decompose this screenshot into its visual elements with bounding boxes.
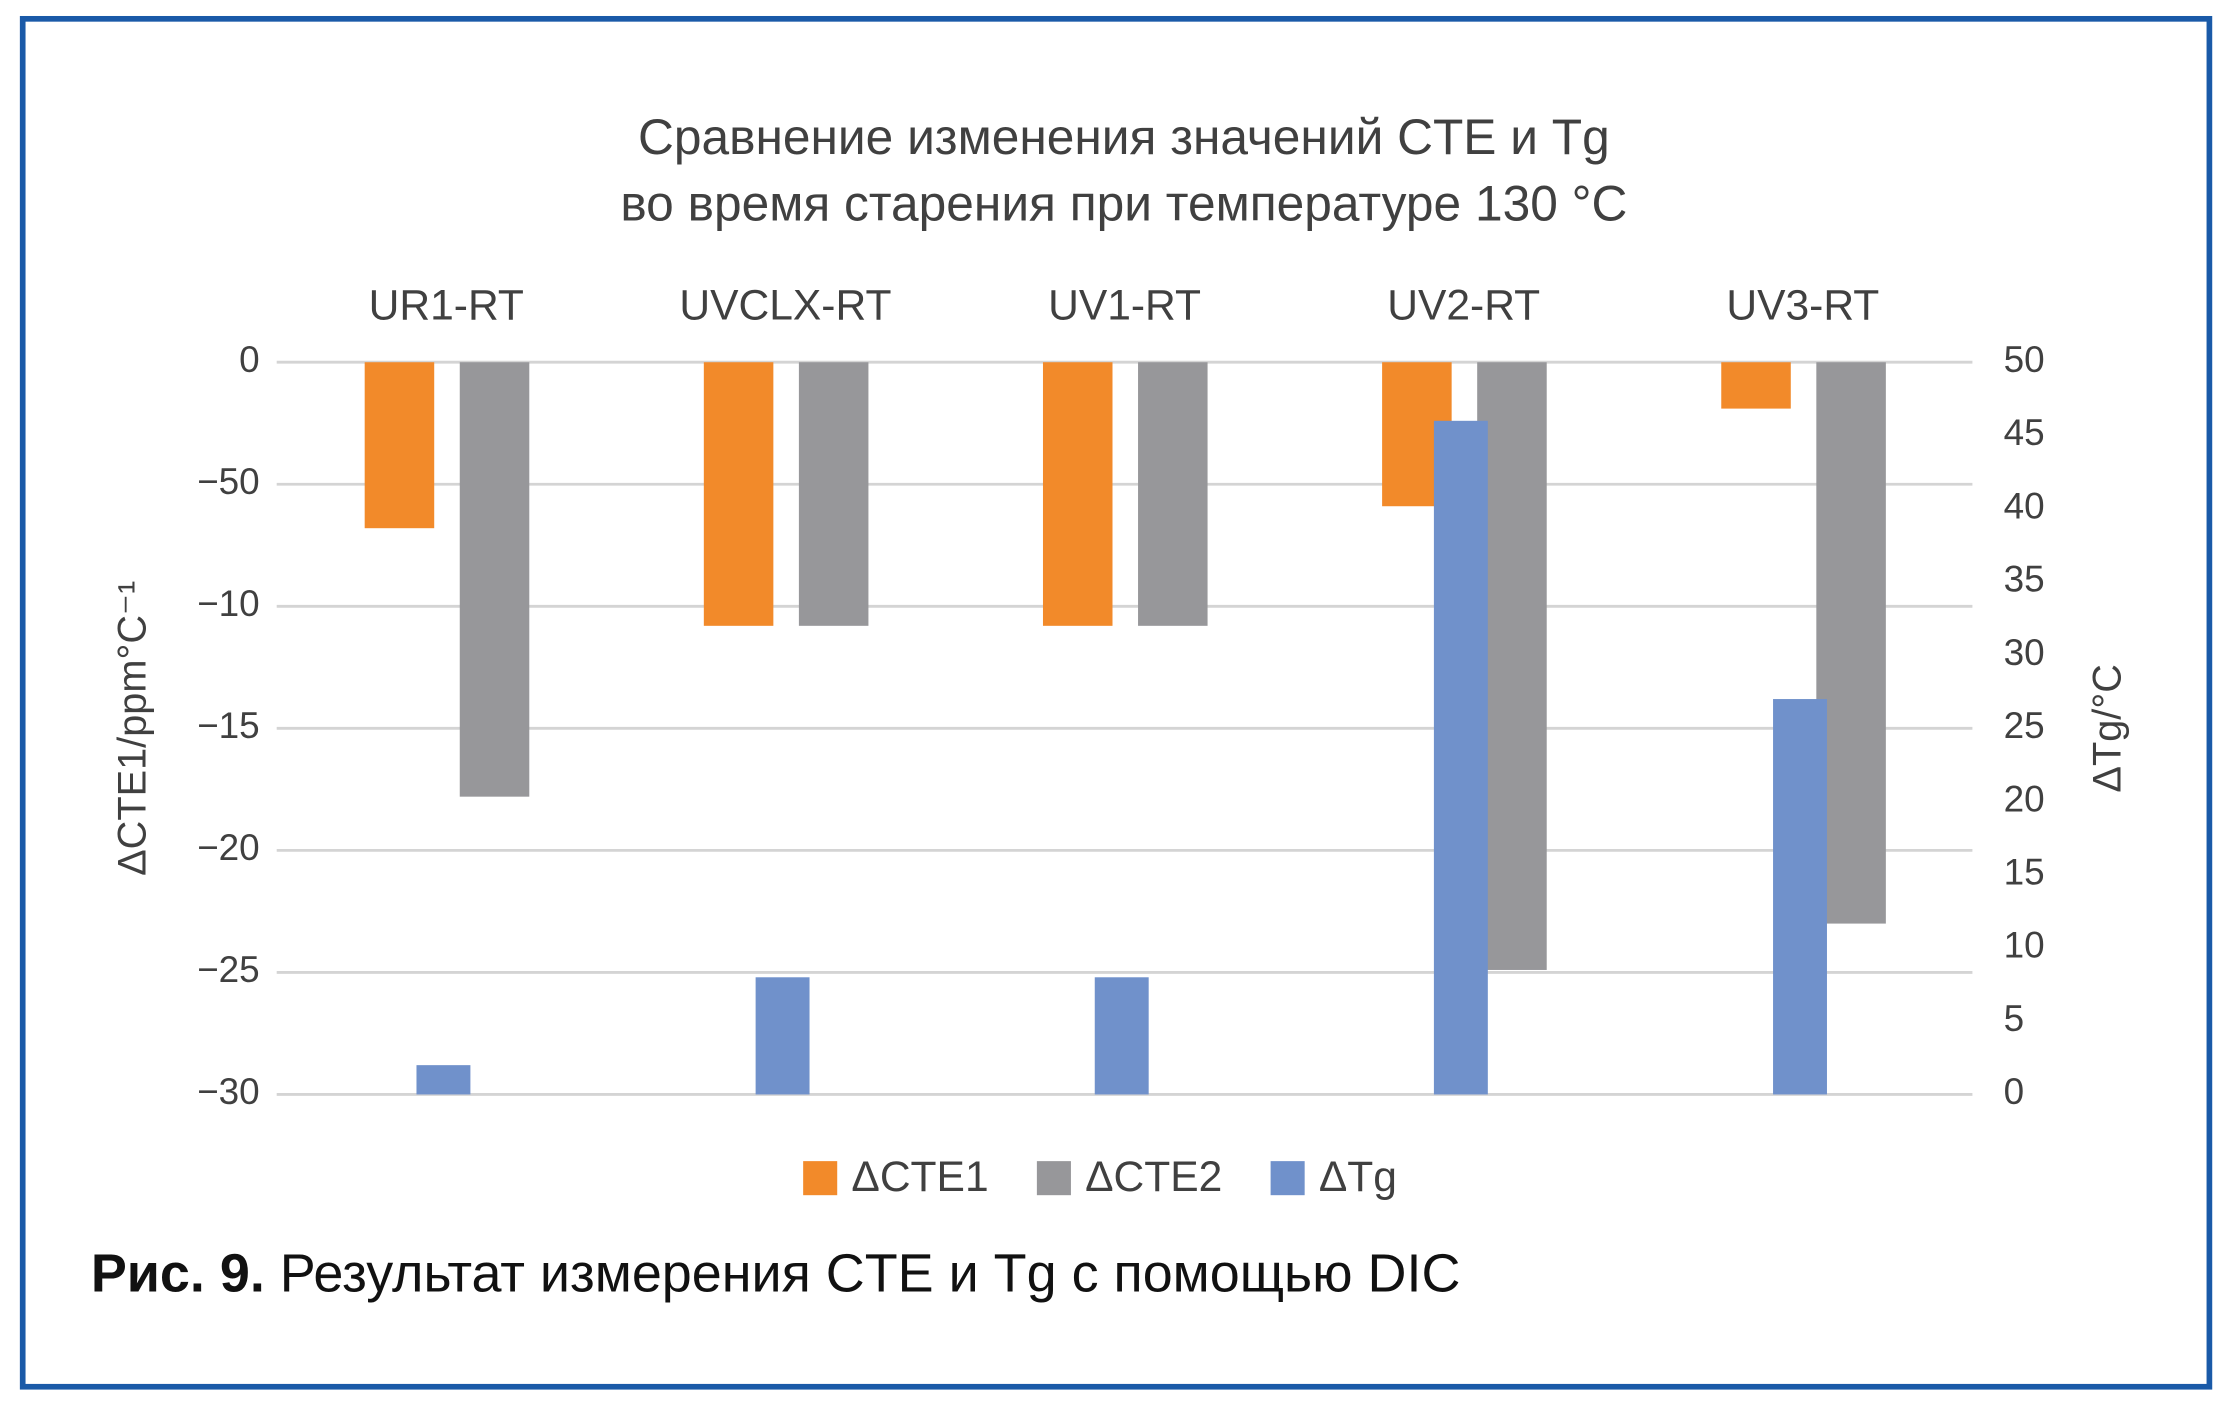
legend-swatch xyxy=(803,1161,838,1196)
chart-title: во время старения при температуре 130 °C xyxy=(620,176,1627,232)
x-tick-label: UR1-RT xyxy=(369,282,524,330)
y2-tick-label: 25 xyxy=(2004,705,2045,746)
y-tick-label: −50 xyxy=(197,461,260,502)
bar xyxy=(798,362,869,626)
y-tick-label: −30 xyxy=(197,1071,260,1112)
y2-tick-label: 20 xyxy=(2004,778,2045,819)
bar xyxy=(703,362,774,626)
bar xyxy=(364,362,435,529)
legend-label: ΔCTE1 xyxy=(851,1153,988,1201)
y-tick-label: −15 xyxy=(197,705,260,746)
caption: Рис. 9. Результат измерения CTE и Tg с п… xyxy=(91,1244,1461,1304)
bar xyxy=(1433,420,1488,1095)
y-tick-label: 0 xyxy=(239,339,260,380)
y2-axis-title: ΔTg/°C xyxy=(2086,664,2130,793)
x-tick-label: UVCLX-RT xyxy=(679,282,891,330)
y2-tick-label: 40 xyxy=(2004,485,2045,526)
bar xyxy=(459,362,530,797)
bar xyxy=(1773,699,1827,1095)
bar xyxy=(755,977,810,1095)
x-tick-label: UV1-RT xyxy=(1048,282,1201,330)
bar xyxy=(1816,362,1886,924)
y-tick-label: −10 xyxy=(197,583,260,624)
y2-tick-label: 15 xyxy=(2004,852,2045,893)
y2-tick-label: 10 xyxy=(2004,925,2045,966)
y-tick-label: −20 xyxy=(197,827,260,868)
caption-label: Рис. 9. xyxy=(91,1244,265,1304)
chart-title: Сравнение изменения значений CTE и Tg xyxy=(638,109,1610,165)
bar xyxy=(1477,362,1547,970)
caption-text: Результат измерения CTE и Tg с помощью D… xyxy=(280,1244,1461,1304)
legend-swatch xyxy=(1036,1161,1071,1196)
legend-label: ΔTg xyxy=(1319,1153,1397,1201)
x-tick-label: UV3-RT xyxy=(1726,282,1879,330)
bar xyxy=(416,1065,471,1095)
y2-tick-label: 5 xyxy=(2004,998,2025,1039)
bar xyxy=(1138,362,1208,626)
y2-tick-label: 35 xyxy=(2004,559,2045,600)
bar xyxy=(1094,977,1149,1095)
y2-tick-label: 30 xyxy=(2004,632,2045,673)
bar xyxy=(1721,362,1791,409)
legend-swatch xyxy=(1270,1161,1305,1196)
y-axis-title: ΔCTE1/ppm°C⁻¹ xyxy=(110,581,154,876)
y2-tick-label: 45 xyxy=(2004,412,2045,453)
bar xyxy=(1042,362,1113,626)
y-tick-label: −25 xyxy=(197,949,260,990)
legend-label: ΔCTE2 xyxy=(1085,1153,1222,1201)
y2-tick-label: 50 xyxy=(2004,339,2045,380)
x-tick-label: UV2-RT xyxy=(1387,282,1540,330)
y2-tick-label: 0 xyxy=(2004,1071,2025,1112)
